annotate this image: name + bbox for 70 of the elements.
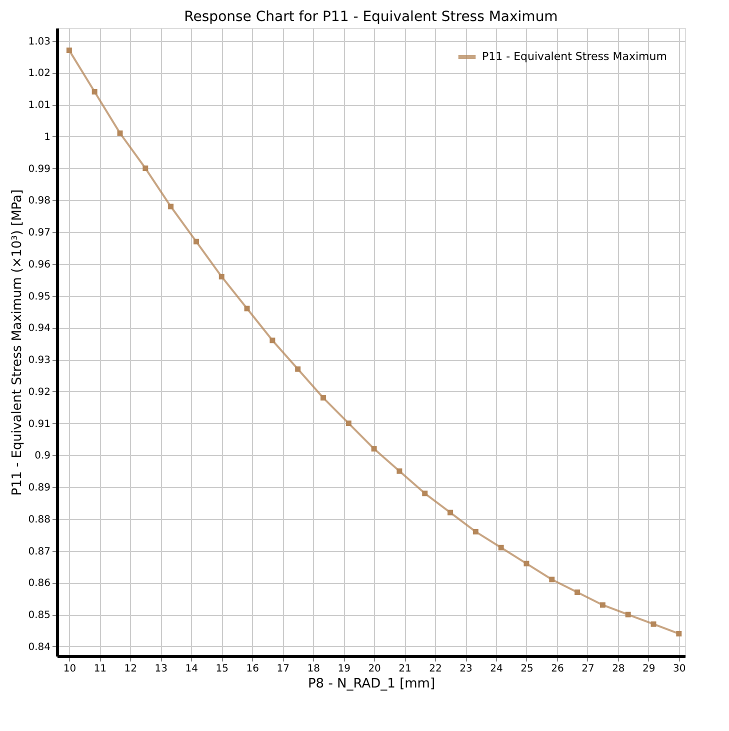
y-tick-label: 0.99: [28, 164, 50, 175]
point: [498, 544, 504, 550]
y-tick-label: 0.97: [28, 228, 50, 239]
point: [270, 338, 276, 344]
y-tick-label: 0.87: [28, 546, 50, 558]
y-tick-label: 0.92: [28, 386, 50, 398]
x-tick-label: 12: [124, 664, 138, 674]
y-tick-label: 0.88: [28, 514, 50, 526]
point: [448, 510, 453, 516]
point: [295, 366, 301, 372]
x-tick-label: 21: [398, 664, 412, 674]
x-tick-label: 10: [63, 664, 76, 674]
x-tick-label: 28: [612, 664, 625, 674]
point: [371, 446, 377, 452]
y-tick-label: 0.94: [28, 323, 50, 334]
x-tick-label: 17: [276, 664, 290, 674]
x-tick-label: 27: [582, 664, 594, 674]
y-tick-label: 0.96: [28, 259, 50, 270]
point: [142, 166, 148, 171]
point: [600, 602, 606, 608]
x-tick-label: 22: [429, 664, 442, 674]
x-tick-label: 14: [185, 664, 198, 674]
x-tick-label: 26: [551, 664, 564, 674]
point: [422, 490, 428, 496]
point: [524, 560, 530, 566]
point: [676, 630, 682, 636]
x-axis-title: P8 - N_RAD_1 [mm]: [308, 676, 436, 692]
x-tick-label: 19: [338, 664, 350, 674]
x-tick-label: 29: [642, 664, 656, 674]
y-tick-label: 0.91: [28, 418, 50, 430]
y-tick-label: 0.85: [28, 610, 50, 622]
point: [320, 395, 326, 401]
x-tick-label: 20: [368, 664, 381, 674]
point: [574, 590, 580, 595]
x-tick-label: 15: [216, 664, 228, 674]
x-tick-label: 11: [94, 664, 107, 674]
point: [244, 306, 250, 312]
x-tick-label: 18: [307, 664, 320, 674]
point: [218, 274, 224, 280]
x-tick-label: 30: [673, 664, 686, 674]
point: [650, 621, 656, 627]
legend-label: P11 - Equivalent Stress Maximum: [482, 50, 667, 63]
y-tick-label: 1.03: [28, 36, 50, 48]
x-tick-label: 24: [490, 664, 503, 674]
y-axis-title: P11 - Equivalent Stress Maximum (×10³) [MPa]: [10, 189, 26, 496]
y-tick-label: 0.9: [34, 450, 50, 462]
chart-title: Response Chart for P11 - Equivalent Stress Maximum: [184, 9, 558, 25]
x-tick-label: 13: [154, 664, 168, 674]
y-tick-label: 0.84: [28, 642, 50, 653]
point: [472, 528, 478, 534]
x-tick-label: 16: [246, 664, 259, 674]
y-tick-label: 0.98: [28, 196, 50, 207]
point: [193, 238, 199, 244]
x-tick-label: 25: [520, 664, 534, 674]
point: [168, 204, 174, 210]
point: [625, 612, 631, 618]
x-tick-label: 23: [460, 664, 472, 674]
y-tick-label: 1.01: [28, 100, 50, 112]
y-tick-label: 1.02: [28, 68, 50, 80]
point: [549, 576, 555, 582]
point: [66, 48, 72, 54]
y-tick-label: 0.89: [28, 482, 50, 494]
point: [396, 468, 402, 474]
y-tick-label: 1: [44, 132, 50, 143]
point: [117, 130, 123, 136]
y-tick-label: 0.86: [28, 578, 50, 590]
y-tick-label: 0.95: [28, 291, 50, 302]
point: [346, 420, 352, 426]
y-tick-label: 0.93: [28, 355, 50, 366]
point: [92, 89, 98, 94]
